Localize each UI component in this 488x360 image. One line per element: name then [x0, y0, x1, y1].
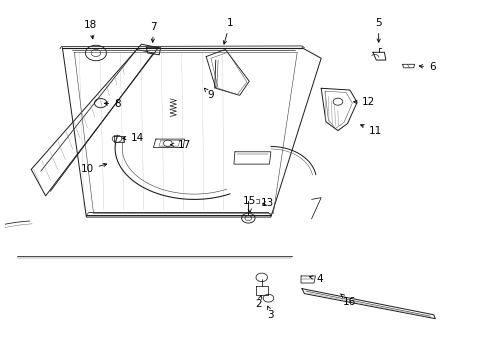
- Text: 5: 5: [375, 18, 381, 42]
- Text: 18: 18: [83, 20, 97, 39]
- Text: 8: 8: [104, 99, 121, 109]
- Text: 15: 15: [242, 196, 255, 212]
- Text: 2: 2: [255, 296, 262, 309]
- Text: 6: 6: [418, 62, 435, 72]
- Text: 9: 9: [204, 88, 214, 100]
- Text: 7: 7: [150, 22, 157, 42]
- Text: 17: 17: [170, 140, 190, 150]
- Text: 14: 14: [122, 133, 143, 143]
- Text: 13: 13: [260, 198, 274, 208]
- Text: 4: 4: [309, 274, 323, 284]
- Text: 1: 1: [223, 18, 233, 44]
- Text: 16: 16: [340, 294, 356, 307]
- Text: 10: 10: [80, 163, 106, 174]
- Text: 12: 12: [353, 98, 374, 107]
- Text: 11: 11: [360, 125, 382, 136]
- Text: 3: 3: [267, 306, 274, 320]
